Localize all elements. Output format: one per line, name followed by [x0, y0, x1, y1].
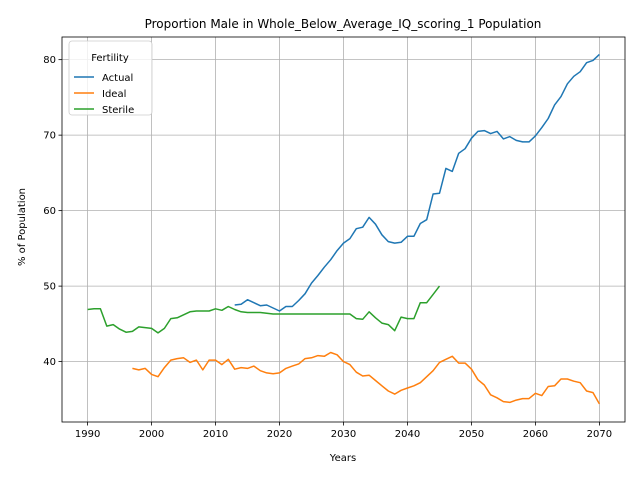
x-tick-label: 2010 [203, 429, 228, 440]
x-tick-label: 2020 [267, 429, 292, 440]
legend-entries: Actual Ideal Sterile [74, 73, 134, 116]
y-tick-label: 40 [43, 357, 56, 368]
legend-label-sterile: Sterile [102, 105, 134, 116]
legend-title: Fertility [91, 53, 129, 64]
y-tick-label: 70 [43, 131, 56, 142]
y-tick-label: 60 [43, 206, 56, 217]
series-line-sterile [87, 285, 441, 334]
legend: Fertility Actual Ideal Sterile [68, 40, 153, 116]
y-axis-label: % of Population [17, 188, 28, 266]
y-tick-label: 50 [43, 282, 56, 293]
chart-title: Proportion Male in Whole_Below_Average_I… [145, 17, 542, 31]
x-tick-label: 2060 [523, 429, 548, 440]
x-axis-ticks: 1990 2000 2010 2020 2030 2040 2050 2060 2070 [75, 422, 612, 440]
x-tick-label: 2070 [587, 429, 612, 440]
x-axis-label: Years [329, 453, 356, 464]
series-line-ideal [132, 351, 601, 405]
x-tick-label: 2030 [331, 429, 356, 440]
legend-box [68, 40, 153, 116]
x-tick-label: 2000 [139, 429, 164, 440]
x-tick-label: 2050 [459, 429, 484, 440]
y-tick-label: 80 [43, 55, 56, 66]
series-layer [87, 53, 601, 405]
legend-label-actual: Actual [102, 73, 133, 84]
legend-label-ideal: Ideal [102, 89, 126, 100]
x-tick-label: 2040 [395, 429, 420, 440]
x-tick-label: 1990 [75, 429, 100, 440]
y-axis-ticks: 40 50 60 70 80 [43, 55, 62, 368]
series-line-actual [234, 53, 600, 312]
